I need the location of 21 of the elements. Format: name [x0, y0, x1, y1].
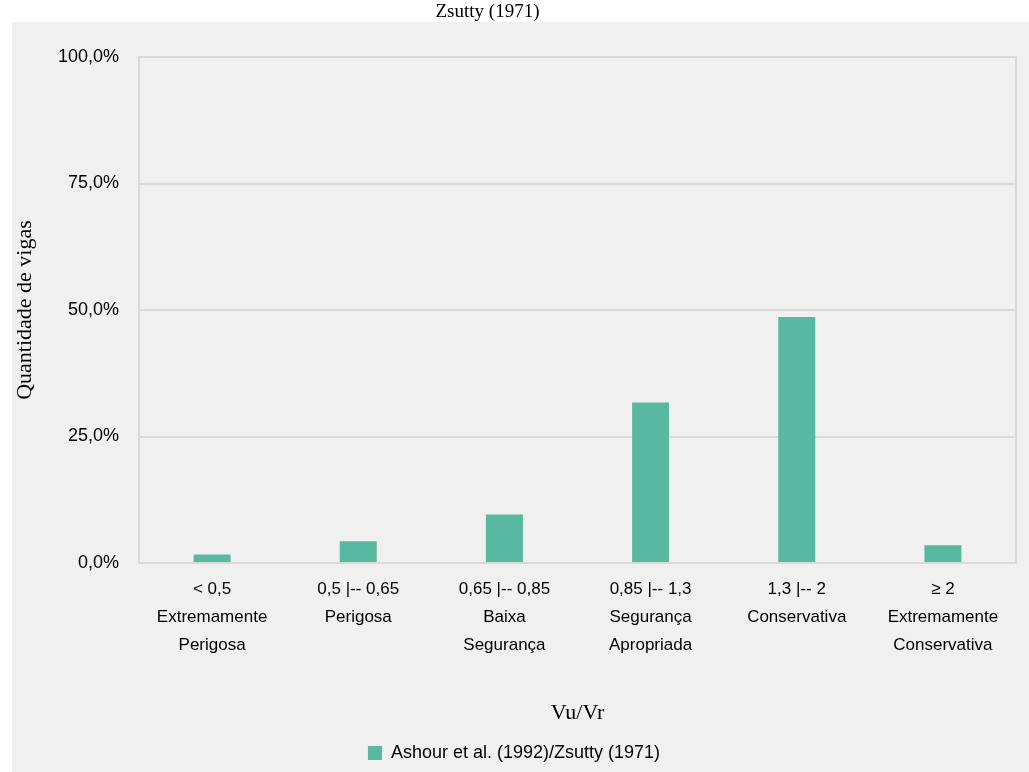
legend-label: Ashour et al. (1992)/Zsutty (1971) [390, 741, 661, 762]
bar [778, 317, 816, 562]
y-tick-label: 0,0% [77, 551, 119, 572]
x-tick-label: 0,5 |-- 0,65 Perigosa [317, 578, 400, 626]
bar [485, 514, 523, 562]
y-axis-title: Quantidade de vigas [10, 220, 36, 400]
bar [193, 554, 231, 562]
x-tick-label: 1,3 |-- 2 Conservativa [747, 578, 847, 626]
bar [339, 541, 377, 562]
y-tick-label: 100,0% [57, 45, 119, 66]
chart-title: Zsutty (1971) [434, 0, 541, 22]
y-tick-label: 75,0% [67, 172, 119, 193]
bar [632, 402, 670, 562]
y-tick-label: 25,0% [67, 425, 119, 446]
x-tick-label: 0,65 |-- 0,85 Baixa Segurança [458, 578, 551, 654]
x-axis-title: Vu/Vr [550, 698, 605, 724]
x-tick-label: < 0,5 Extremamente Perigosa [156, 578, 268, 654]
y-tick-label: 50,0% [67, 298, 119, 319]
x-tick-label: ≥ 2 Extremamente Conservativa [887, 578, 999, 654]
x-tick-label: 0,85 |-- 1,3 Segurança Apropriada [609, 578, 693, 654]
bar [924, 545, 962, 562]
